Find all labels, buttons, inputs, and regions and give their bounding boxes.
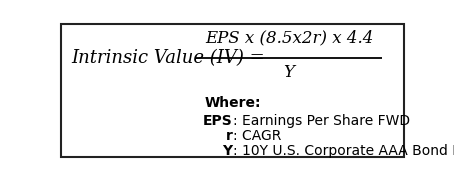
Text: Where:: Where: [204, 96, 261, 110]
FancyBboxPatch shape [61, 24, 405, 157]
Text: EPS: EPS [203, 114, 233, 128]
Text: r: r [226, 129, 233, 143]
Text: Y: Y [283, 64, 295, 81]
Text: EPS x (8.5x2r) x 4.4: EPS x (8.5x2r) x 4.4 [205, 30, 373, 47]
Text: : 10Y U.S. Corporate AAA Bond Rate: : 10Y U.S. Corporate AAA Bond Rate [233, 144, 454, 158]
Text: Y: Y [222, 144, 233, 158]
Text: : Earnings Per Share FWD: : Earnings Per Share FWD [233, 114, 410, 128]
Text: : CAGR: : CAGR [233, 129, 281, 143]
Text: Intrinsic Value (IV) =: Intrinsic Value (IV) = [71, 49, 265, 67]
